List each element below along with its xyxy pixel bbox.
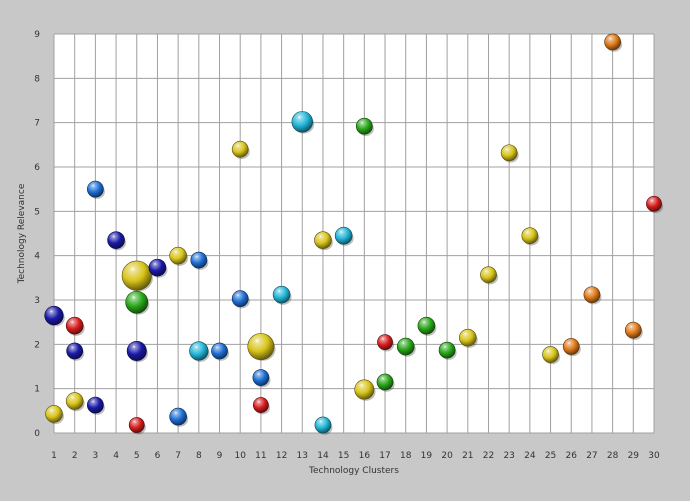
bubble-point xyxy=(291,111,313,133)
bubble-point xyxy=(562,338,580,355)
bubble-point xyxy=(247,333,275,361)
bubble-point xyxy=(542,346,559,363)
x-tick-label: 14 xyxy=(317,451,329,461)
bubble-point xyxy=(458,328,477,347)
bubble-point xyxy=(646,195,662,212)
bubble-point xyxy=(44,305,64,326)
x-tick-label: 28 xyxy=(607,451,619,461)
x-tick-label: 16 xyxy=(359,451,371,461)
y-tick-label: 0 xyxy=(34,429,40,439)
x-tick-label: 5 xyxy=(134,451,140,461)
x-tick-label: 6 xyxy=(155,451,161,461)
bubble-point xyxy=(438,341,456,359)
bubble-point xyxy=(190,251,208,269)
y-tick-label: 3 xyxy=(34,296,40,306)
bubble-point xyxy=(376,373,394,391)
bubble-point xyxy=(480,266,497,284)
bubble-point xyxy=(107,231,125,249)
x-tick-label: 1 xyxy=(51,451,57,461)
bubble-point xyxy=(583,286,601,304)
bubble-point xyxy=(87,396,104,414)
bubble-point xyxy=(65,316,84,335)
y-axis-tick-labels: 0 1 2 3 4 5 6 7 8 9 xyxy=(34,30,40,439)
x-tick-label: 20 xyxy=(441,451,453,461)
x-tick-label: 19 xyxy=(421,451,433,461)
bubble-point xyxy=(169,246,187,265)
y-tick-label: 4 xyxy=(34,252,40,262)
bubbles xyxy=(44,33,664,435)
x-tick-label: 26 xyxy=(566,451,578,461)
bubble-point xyxy=(128,417,145,433)
x-tick-label: 25 xyxy=(545,451,556,461)
x-tick-label: 21 xyxy=(462,451,473,461)
x-axis-tick-labels: 1 2 3 4 5 6 7 8 9 10 11 12 13 14 15 16 17 18 19 20 21 22 23 24 2… xyxy=(51,451,660,461)
bubble-point xyxy=(126,340,147,361)
x-tick-label: 24 xyxy=(524,451,536,461)
bubble-point xyxy=(314,231,332,249)
x-tick-label: 12 xyxy=(276,451,287,461)
x-tick-label: 18 xyxy=(400,451,412,461)
bubble-point xyxy=(334,226,353,245)
bubble-point xyxy=(314,416,332,434)
bubble-point xyxy=(125,290,149,314)
x-tick-label: 23 xyxy=(503,451,514,461)
x-tick-label: 29 xyxy=(628,451,640,461)
bubble-point xyxy=(211,342,228,360)
x-tick-label: 3 xyxy=(93,451,99,461)
x-tick-label: 13 xyxy=(297,451,308,461)
x-axis-title: Technology Clusters xyxy=(308,466,399,476)
x-tick-label: 9 xyxy=(217,451,223,461)
bubble-point xyxy=(377,334,393,351)
x-tick-label: 15 xyxy=(338,451,349,461)
bubble-point xyxy=(521,227,539,245)
bubble-point xyxy=(169,407,187,426)
bubble-point xyxy=(396,337,415,356)
x-tick-label: 22 xyxy=(483,451,494,461)
x-tick-label: 2 xyxy=(72,451,78,461)
y-axis-title: Technology Relevance xyxy=(17,183,27,284)
x-tick-label: 11 xyxy=(255,451,266,461)
y-tick-label: 2 xyxy=(34,340,40,350)
x-tick-label: 4 xyxy=(113,451,119,461)
x-tick-label: 17 xyxy=(379,451,390,461)
y-tick-label: 5 xyxy=(34,207,40,217)
plot-area xyxy=(54,34,654,433)
grid-lines xyxy=(53,33,655,434)
bubble-point xyxy=(500,144,518,162)
y-tick-label: 6 xyxy=(34,163,40,173)
x-tick-label: 7 xyxy=(175,451,181,461)
bubble-point xyxy=(231,140,249,158)
bubble-point xyxy=(87,180,104,198)
x-tick-label: 27 xyxy=(586,451,597,461)
bubble-point xyxy=(66,342,84,360)
bubble-point xyxy=(624,321,642,339)
bubble-point xyxy=(45,405,63,423)
bubble-point xyxy=(231,290,249,308)
bubble-point xyxy=(148,258,167,277)
bubble-point xyxy=(272,285,291,304)
bubble-point xyxy=(252,397,269,413)
y-tick-label: 1 xyxy=(34,385,40,395)
bubble-point xyxy=(604,33,621,51)
bubble-point xyxy=(121,260,152,291)
bubble-point xyxy=(189,341,209,361)
x-tick-label: 30 xyxy=(648,451,660,461)
bubble-point xyxy=(252,369,270,386)
y-tick-label: 8 xyxy=(34,74,40,84)
bubble-point xyxy=(355,117,373,135)
y-tick-label: 7 xyxy=(34,119,40,129)
x-tick-label: 10 xyxy=(234,451,246,461)
x-tick-label: 8 xyxy=(196,451,202,461)
y-tick-label: 9 xyxy=(34,30,40,40)
bubble-point xyxy=(417,316,436,335)
bubble-point xyxy=(354,379,375,400)
bubble-point xyxy=(65,392,84,410)
